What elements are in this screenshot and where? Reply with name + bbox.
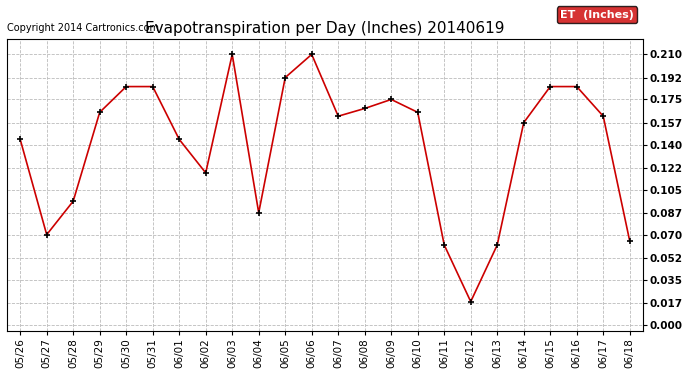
Title: Evapotranspiration per Day (Inches) 20140619: Evapotranspiration per Day (Inches) 2014… (145, 21, 504, 36)
Legend: ET  (Inches): ET (Inches) (557, 6, 638, 23)
Text: Copyright 2014 Cartronics.com: Copyright 2014 Cartronics.com (7, 23, 159, 33)
